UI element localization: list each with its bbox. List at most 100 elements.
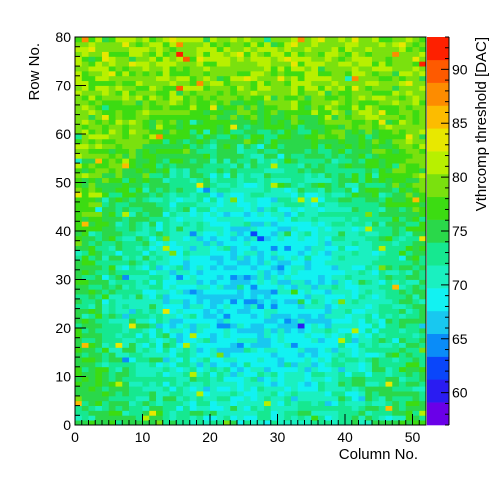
heatmap-cell [331,347,339,353]
heatmap-cell [257,391,265,397]
heatmap-cell [135,143,143,149]
heatmap-cell [142,269,150,276]
heatmap-cell [243,405,251,411]
heatmap-cell [250,167,258,174]
heatmap-cell [365,337,373,343]
heatmap-cell [237,415,245,421]
heatmap-cell [129,381,137,387]
heatmap-cell [176,318,184,324]
heatmap-cell [142,323,150,329]
heatmap-cell [331,289,339,295]
heatmap-cell [108,46,116,52]
heatmap-cell [318,420,326,426]
heatmap-cell [277,70,285,77]
heatmap-cell [95,192,103,198]
heatmap-cell [257,167,265,174]
heatmap-cell [81,337,89,343]
heatmap-cell [102,381,110,387]
heatmap-cell [338,250,346,256]
heatmap-cell [162,70,170,77]
heatmap-cell [304,109,312,115]
heatmap-cell [277,420,285,426]
heatmap-cell [412,61,420,67]
heatmap-cell [399,415,407,421]
heatmap-cell [277,163,285,169]
heatmap-cell [412,90,420,96]
heatmap-cell [365,250,373,256]
heatmap-cell [284,134,292,140]
heatmap-cell [412,303,420,309]
heatmap-cell [338,352,346,358]
heatmap-cell [277,342,285,348]
heatmap-cell [264,395,272,402]
heatmap-cell [183,337,191,343]
heatmap-cell [250,420,258,426]
heatmap-cell [176,386,184,392]
heatmap-cell [392,66,400,72]
heatmap-cell [81,323,89,329]
heatmap-cell [122,405,130,411]
heatmap-cell [378,100,386,106]
heatmap-cell [230,260,238,266]
heatmap-cell [385,410,393,416]
heatmap-cell [264,177,272,183]
heatmap-cell [392,410,400,416]
heatmap-cell [216,119,224,125]
heatmap-cell [351,80,359,86]
heatmap-cell [129,342,137,348]
heatmap-cell [291,298,299,305]
heatmap-cell [257,303,265,309]
heatmap-cell [412,85,420,91]
heatmap-cell [270,274,278,280]
heatmap-cell [345,391,353,397]
heatmap-cell [203,61,211,67]
heatmap-cell [324,323,332,329]
heatmap-cell [345,158,353,164]
heatmap-cell [243,332,251,339]
heatmap-cell [203,410,211,416]
heatmap-cell [135,167,143,174]
heatmap-cell [183,318,191,324]
heatmap-cell [75,66,83,72]
heatmap-cell [223,134,231,140]
heatmap-cell [284,104,292,111]
heatmap-cell [88,357,96,363]
heatmap-cell [122,109,130,115]
heatmap-cell [358,323,366,329]
heatmap-cell [237,95,245,101]
heatmap-cell [196,323,204,329]
heatmap-cell [284,298,292,305]
heatmap-cell [162,46,170,52]
heatmap-cell [345,284,353,290]
heatmap-cell [169,376,177,382]
heatmap-cell [264,197,272,203]
heatmap-cell [324,415,332,421]
heatmap-cell [264,216,272,222]
heatmap-cell [162,323,170,329]
heatmap-cell [237,342,245,348]
heatmap-cell [189,197,197,203]
heatmap-cell [392,90,400,96]
heatmap-cell [203,134,211,140]
heatmap-cell [324,410,332,416]
heatmap-cell [304,386,312,392]
heatmap-cell [223,235,231,242]
heatmap-cell [351,313,359,319]
heatmap-cell [264,100,272,106]
heatmap-cell [372,250,380,256]
heatmap-cell [108,187,116,193]
heatmap-cell [156,395,164,402]
heatmap-cell [237,70,245,77]
heatmap-cell [392,298,400,305]
heatmap-cell [338,172,346,179]
heatmap-cell [156,342,164,348]
heatmap-cell [311,70,319,77]
heatmap-cell [108,177,116,183]
heatmap-cell [392,420,400,426]
heatmap-cell [129,303,137,309]
heatmap-cell [108,347,116,353]
heatmap-cell [338,318,346,324]
heatmap-cell [378,163,386,169]
heatmap-cell [277,114,285,120]
heatmap-cell [243,400,251,406]
